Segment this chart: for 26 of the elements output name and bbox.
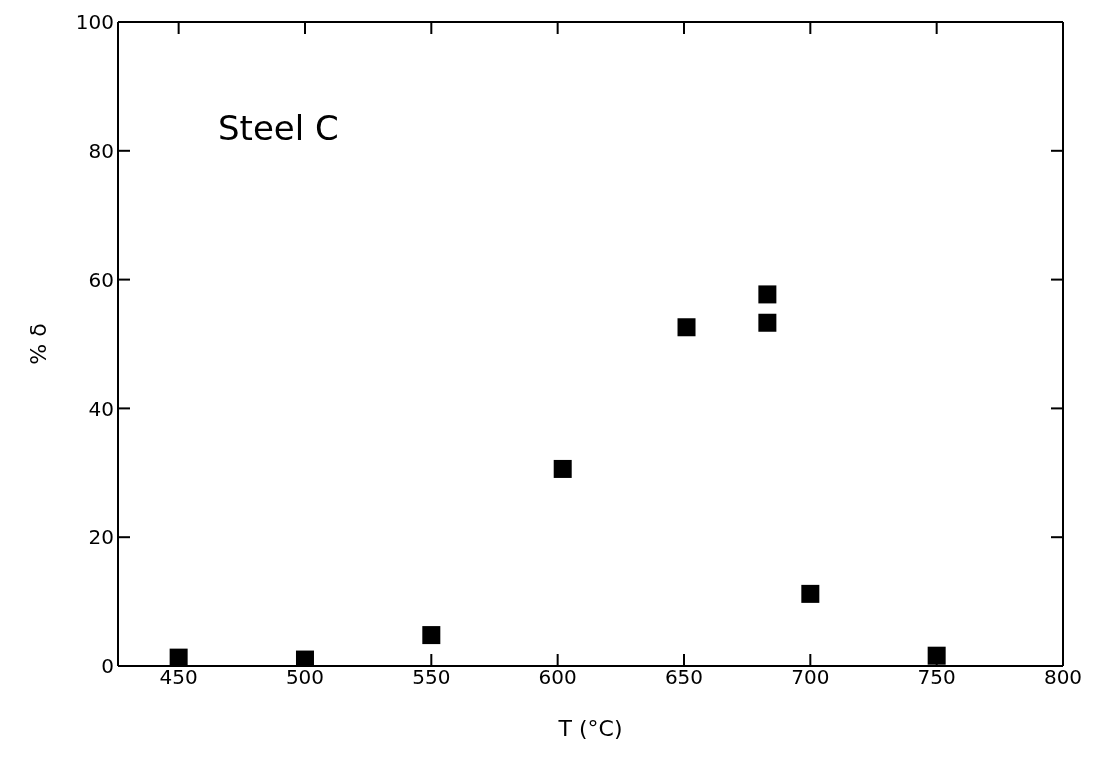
y-tick-label: 100 (75, 10, 114, 35)
point (677, 318, 696, 337)
point (801, 584, 820, 603)
x-tick-label: 500 (285, 665, 325, 690)
y-tick-label: 80 (88, 138, 114, 163)
x-tick-label: 650 (664, 665, 704, 690)
x-tick-label: 550 (412, 665, 451, 690)
y-tick-label: 40 (88, 396, 114, 421)
annotation: Steel C (218, 108, 339, 148)
point (422, 626, 441, 645)
point (295, 650, 314, 666)
y-axis-title: % δ (25, 323, 51, 365)
y-tick-label: 60 (88, 267, 114, 292)
point (758, 285, 777, 304)
x-tick-label: 750 (917, 665, 956, 690)
y-tick-label: 0 (101, 654, 114, 679)
point (169, 648, 188, 666)
x-tick-label: 700 (791, 665, 830, 690)
point (927, 646, 946, 665)
x-tick-label: 800 (1043, 665, 1083, 690)
point (553, 459, 572, 478)
x-tick-label: 600 (538, 665, 577, 690)
x-axis-title: T (°C) (557, 716, 623, 741)
y-tick-label: 20 (88, 525, 114, 550)
x-tick-label: 450 (159, 665, 198, 690)
point (758, 313, 777, 332)
